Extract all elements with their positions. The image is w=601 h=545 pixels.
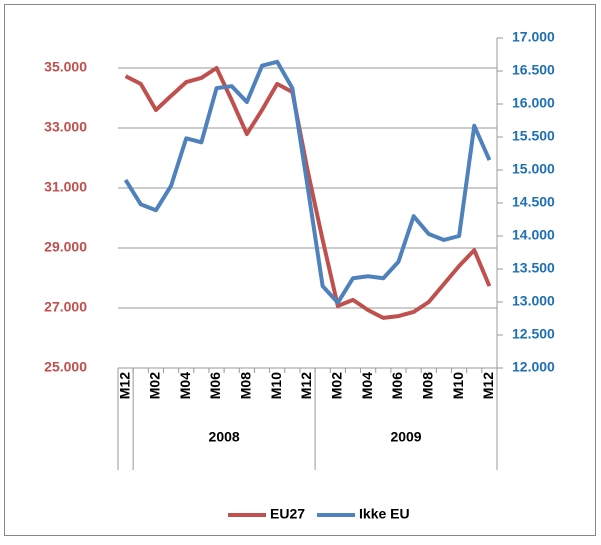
x-tick-label: M04 — [177, 372, 193, 399]
y2-tick-label: 14.000 — [512, 227, 555, 243]
y2-tick-label: 12.000 — [512, 359, 555, 375]
x-tick-label: M06 — [207, 372, 223, 399]
y-tick-label: 27.000 — [44, 299, 87, 315]
y2-tick-label: 17.000 — [512, 29, 555, 45]
group-label: 2009 — [390, 429, 421, 445]
x-tick-label: M10 — [450, 372, 466, 399]
y-tick-label: 29.000 — [44, 239, 87, 255]
y2-tick-label: 15.500 — [512, 128, 555, 144]
chart-border — [4, 4, 596, 536]
x-tick-label: M12 — [298, 372, 314, 399]
x-tick-label: M12 — [480, 372, 496, 399]
y2-tick-label: 13.500 — [512, 260, 555, 276]
y2-tick-label: 16.000 — [512, 95, 555, 111]
y-tick-label: 25.000 — [44, 359, 87, 375]
y-tick-label: 35.000 — [44, 59, 87, 75]
series-line — [123, 59, 492, 305]
legend-label: EU27 — [270, 506, 305, 522]
y2-tick-label: 12.500 — [512, 326, 555, 342]
group-label: 2008 — [209, 429, 240, 445]
y2-tick-label: 15.000 — [512, 161, 555, 177]
x-tick-label: M10 — [268, 372, 284, 399]
x-tick-label: M02 — [329, 372, 345, 399]
y2-tick-label: 16.500 — [512, 62, 555, 78]
x-tick-label: M02 — [147, 372, 163, 399]
y-tick-label: 31.000 — [44, 179, 87, 195]
x-tick-label: M08 — [238, 372, 254, 399]
x-tick-label: M08 — [419, 372, 435, 399]
x-tick-label: M06 — [389, 372, 405, 399]
x-tick-label: M12 — [116, 372, 132, 399]
legend-label: Ikke EU — [359, 506, 410, 522]
x-tick-label: M04 — [359, 372, 375, 399]
series-line — [124, 66, 492, 320]
y-tick-label: 33.000 — [44, 119, 87, 135]
y2-tick-label: 13.000 — [512, 293, 555, 309]
y2-tick-label: 14.500 — [512, 194, 555, 210]
